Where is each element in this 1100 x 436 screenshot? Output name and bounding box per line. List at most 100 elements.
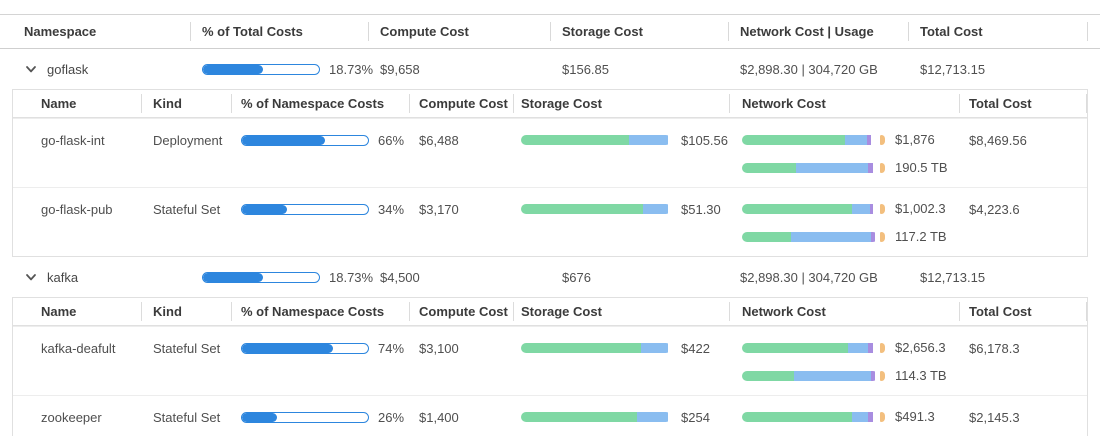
workload-pct-cell: 74% [231, 340, 409, 356]
workload-storage-cell: $422 [513, 340, 729, 356]
go-flask-int-network-cost-segment-blue [845, 134, 868, 145]
kafka-deafult-network-usage-bar-tip [880, 370, 885, 381]
go-flask-int-storage-segment-green [521, 135, 629, 145]
kafka-deafult-network-usage-segment-purple [871, 370, 875, 381]
workload-header-cell: % of Namespace Costs [231, 90, 409, 117]
outer-header-cell: Compute Cost [368, 15, 550, 48]
outer-header-cell: Network Cost | Usage [728, 15, 908, 48]
namespace-total-cost: $12,713.15 [920, 61, 986, 77]
zookeeper-storage-segment-green [521, 412, 637, 422]
go-flask-pub-network-cost-segment-blue [852, 203, 870, 214]
kafka-deafult-network-cost-segment-green [742, 342, 849, 353]
workload-kafka-deafult-progress-label: 74% [378, 340, 405, 356]
workload-total-cost: $6,178.3 [969, 340, 1020, 356]
kafka-deafult-network-cost-segment-purple [868, 342, 873, 353]
workload-zookeeper-progress: 26% [241, 410, 404, 425]
go-flask-int-network-usage-bar-segments [742, 162, 878, 173]
workload-total-cost: $8,469.56 [969, 132, 1027, 148]
go-flask-pub-network-cost-bar-tip [880, 203, 885, 214]
workload-go-flask-int-progress-label: 66% [378, 132, 405, 148]
go-flask-pub-storage-segment-green [521, 204, 643, 214]
workload-kafka-deafult-progress: 74% [241, 341, 404, 356]
kafka-deafult-storage-line: $422 [521, 341, 710, 356]
workload-table-header: Name Kind% of Namespace Costs Compute Cost… [13, 90, 1087, 118]
zookeeper-network-cost-segment-blue [852, 411, 869, 422]
namespace-name-cell: kafka [12, 270, 190, 285]
workload-kind: Stateful Set [153, 340, 221, 356]
workload-name: kafka-deafult [41, 340, 116, 356]
workload-storage-cell: $51.30 [513, 201, 729, 217]
kafka-deafult-network-cost-bar-tip [880, 342, 885, 353]
workload-network-cell: $1,876 190.5 TB [729, 132, 959, 175]
chevron-down-icon[interactable] [24, 62, 38, 76]
workload-go-flask-int-progress: 66% [241, 133, 404, 148]
go-flask-pub-network-cost-bar [742, 203, 885, 214]
zookeeper-network-cost-line: $491.3 [742, 409, 935, 424]
workload-row-go-flask-int[interactable]: go-flask-int Deployment 66% $6,488 $105.56 $1… [13, 118, 1087, 187]
go-flask-pub-network-usage-bar [742, 231, 885, 242]
kafka-deafult-network-usage-bar-segments [742, 370, 878, 381]
kafka-deafult-network-usage-segment-green [742, 370, 794, 381]
namespace-row-kafka[interactable]: kafka 18.73% $4,500 $676 $2,898.30 | 304,720… [0, 257, 1100, 297]
workload-go-flask-int-progress-bar [241, 134, 369, 146]
outer-header-cell: Total Cost [908, 15, 1088, 48]
workload-kind: Deployment [153, 132, 223, 148]
kafka-deafult-storage-segment-blue [641, 343, 668, 353]
kafka-deafult-storage-bar [521, 343, 671, 353]
namespace-goflask-progress-fill [203, 64, 264, 74]
namespace-kafka-progress-label: 18.73% [329, 269, 374, 285]
workload-table-header: Name Kind% of Namespace Costs Compute Cost… [13, 298, 1087, 326]
workload-network-cell: $2,656.3 114.3 TB [729, 340, 959, 383]
zookeeper-storage-line: $254 [521, 410, 710, 425]
kafka-deafult-network-usage-bar [742, 370, 885, 381]
go-flask-pub-network-cost-bar-segments [742, 203, 878, 214]
workload-row-kafka-deafult[interactable]: kafka-deafult Stateful Set 74% $3,100 $422 $2… [13, 326, 1087, 395]
go-flask-int-network-usage-line: 190.5 TB [742, 160, 948, 175]
namespace-pct-cell: 18.73% [190, 62, 373, 77]
go-flask-int-network-cost-line: $1,876 [742, 132, 935, 147]
workload-name: go-flask-pub [41, 201, 113, 217]
kafka-deafult-network-cost-line: $2,656.3 [742, 340, 946, 355]
workload-row-go-flask-pub[interactable]: go-flask-pub Stateful Set 34% $3,170 $51.30 $… [13, 187, 1087, 256]
namespace-compute-cost: $4,500 [380, 269, 420, 285]
go-flask-pub-storage-line: $51.30 [521, 202, 721, 217]
namespace-pct-cell: 18.73% [190, 270, 373, 285]
go-flask-int-network-usage-bar-tip [880, 162, 885, 173]
workload-zookeeper-progress-label: 26% [378, 409, 405, 425]
workload-kafka-deafult-progress-bar [241, 342, 369, 354]
go-flask-int-storage-bar [521, 135, 671, 145]
go-flask-int-network-cost-bar-label: $1,876 [895, 132, 935, 147]
workload-header-cell: Network Cost [729, 298, 959, 325]
workload-kind: Stateful Set [153, 409, 221, 425]
zookeeper-storage-bar-segments [521, 412, 671, 422]
zookeeper-network-cost-bar-tip [880, 411, 885, 422]
go-flask-int-network-usage-segment-blue [796, 162, 869, 173]
chevron-down-icon[interactable] [24, 270, 38, 284]
go-flask-pub-network-cost-line: $1,002.3 [742, 201, 946, 216]
go-flask-pub-network-cost-bar-label: $1,002.3 [895, 201, 946, 216]
workload-total-cost: $4,223.6 [969, 201, 1020, 217]
zookeeper-storage-bar [521, 412, 671, 422]
namespace-goflask-progress-bar [202, 63, 320, 75]
go-flask-pub-network-cost-segment-green [742, 203, 853, 214]
kafka-deafult-network-cost-segment-blue [848, 342, 869, 353]
go-flask-pub-storage-segment-blue [642, 204, 668, 214]
go-flask-int-storage-line: $105.56 [521, 133, 728, 148]
workload-name: go-flask-int [41, 132, 105, 148]
namespace-name: goflask [47, 61, 89, 77]
go-flask-int-storage-bar-segments [521, 135, 671, 145]
workload-header-cell: Total Cost [959, 90, 1087, 117]
go-flask-pub-network-usage-segment-blue [790, 231, 872, 242]
workload-compute-cost: $3,170 [419, 201, 459, 217]
namespace-row-goflask[interactable]: goflask 18.73% $9,658 $156.85 $2,898.30 | 30… [0, 49, 1100, 89]
namespace-kafka-progress-fill [203, 272, 264, 282]
workload-kafka-deafult-progress-fill [242, 343, 333, 353]
kafka-deafult-storage-segment-green [521, 343, 641, 353]
workload-network-cell: $1,002.3 117.2 TB [729, 201, 959, 244]
zookeeper-network-cost-bar-segments [742, 411, 878, 422]
zookeeper-network-cost-bar-label: $491.3 [895, 409, 935, 424]
workload-storage-cell: $254 [513, 409, 729, 425]
workload-go-flask-pub-progress: 34% [241, 202, 404, 217]
workload-row-zookeeper[interactable]: zookeeper Stateful Set 26% $1,400 $254 $491.3… [13, 395, 1087, 436]
workload-pct-cell: 34% [231, 201, 409, 217]
